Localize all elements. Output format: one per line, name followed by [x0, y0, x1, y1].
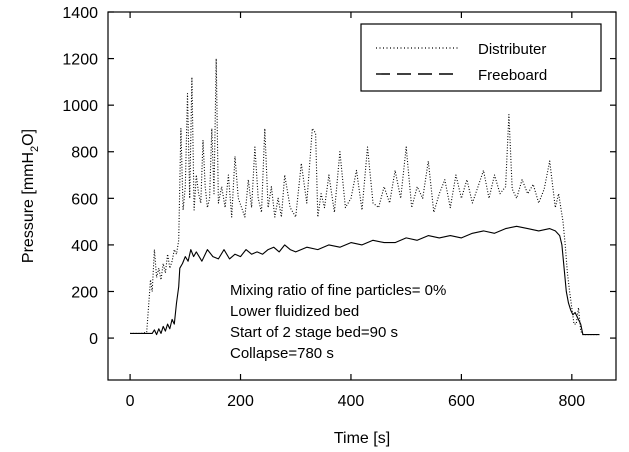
x-tick-label: 800: [558, 393, 585, 410]
y-tick-label: 600: [71, 191, 98, 208]
y-tick-label: 1400: [62, 5, 98, 22]
y-tick-label: 400: [71, 238, 98, 255]
y-tick-label: 800: [71, 145, 98, 162]
series-layer: [130, 58, 600, 336]
y-tick-label: 1200: [62, 52, 98, 69]
plot-frame: [107, 11, 617, 381]
legend-box: [360, 23, 602, 92]
x-tick-label: 600: [448, 393, 475, 410]
annotation-start: Start of 2 stage bed=90 s: [230, 324, 398, 341]
x-axis-label: Time [s]: [334, 430, 390, 447]
legend-label-distributer: Distributer: [478, 41, 546, 58]
y-axis-label-subscript: 2: [29, 146, 41, 152]
y-tick-label: 0: [89, 331, 98, 348]
annotation-bed: Lower fluidized bed: [230, 303, 359, 320]
series-line-distributer: [130, 58, 600, 336]
x-tick-label: 200: [227, 393, 254, 410]
legend-label-freeboard: Freeboard: [478, 67, 547, 84]
axis-ticks: 0 200 400 600 800 0 200 400 600 800 1000 1200 1400: [62, 5, 616, 410]
series-line-freeboard: [130, 225, 600, 336]
legend: Distributer Freeboard: [360, 23, 602, 92]
x-tick-label: 0: [126, 393, 135, 410]
y-axis-label-suffix: O]: [20, 129, 37, 146]
y-axis-label-prefix: Pressure [mmH: [20, 152, 37, 263]
annotation-collapse: Collapse=780 s: [230, 345, 334, 362]
y-tick-label: 200: [71, 284, 98, 301]
y-axis-label: Pressure [mmH2O]: [20, 129, 41, 263]
x-tick-label: 400: [338, 393, 365, 410]
annotation-block: Mixing ratio of fine particles= 0% Lower…: [230, 282, 446, 362]
y-tick-label: 1000: [62, 98, 98, 115]
annotation-mixing-ratio: Mixing ratio of fine particles= 0%: [230, 282, 446, 299]
